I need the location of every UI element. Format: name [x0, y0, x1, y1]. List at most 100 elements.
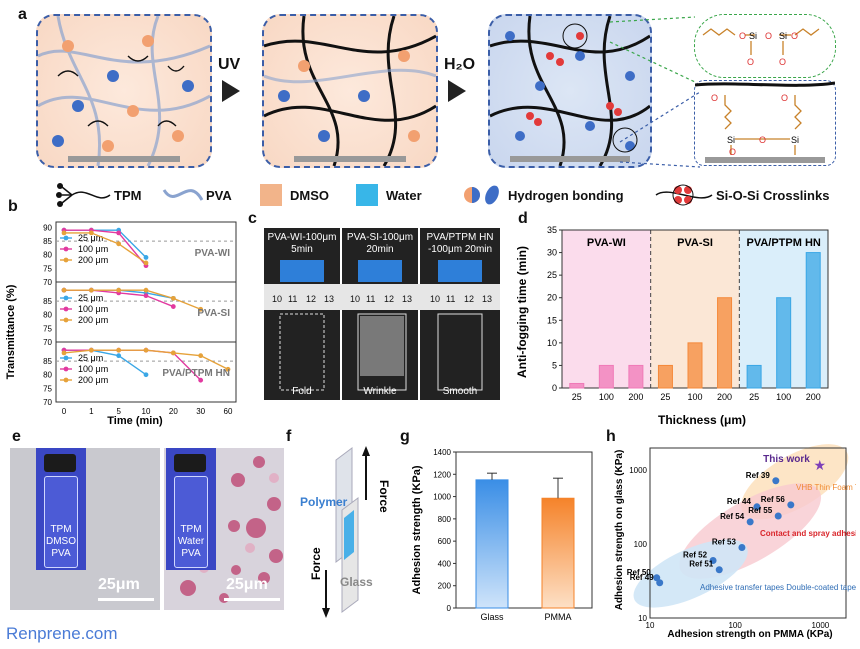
panel-label-e: e	[12, 428, 21, 445]
panel-label-f: f	[286, 428, 292, 445]
b-data-point	[170, 295, 176, 301]
siloxane-structure: O Si O Si O O O	[702, 28, 820, 67]
panel-label-b: b	[8, 198, 18, 215]
b-data-point	[143, 347, 149, 353]
d-bar	[687, 342, 703, 389]
b-legend-marker	[63, 317, 69, 323]
d-group-background	[562, 230, 651, 388]
siloxane-zoom-ellipse: O Si O Si O O O	[694, 14, 836, 78]
d-group-label: PVA-SI	[677, 237, 713, 249]
b-subplot-frame	[55, 341, 237, 403]
h-region-transfer	[633, 539, 748, 608]
atom-label: O	[729, 147, 736, 157]
scale-bar-1	[98, 598, 154, 601]
ruler-tick: 11	[446, 294, 455, 304]
b-legend-label: 100 μm	[78, 244, 108, 254]
b-x-axis-label: Time (min)	[107, 415, 163, 427]
b-subplot-tag: PVA/PTPM HN	[162, 368, 230, 379]
vial1-label-pva: PVA	[51, 548, 71, 559]
b-data-point	[143, 293, 149, 299]
d-group-label: PVA/PTPM HN	[746, 237, 820, 249]
lap-shear-schematic: Force Force Polymer Glass	[300, 446, 391, 618]
g-y-tick: 0	[447, 604, 452, 613]
b-data-point	[61, 287, 67, 293]
transmittance-chart: Transmittance (%) Time (min) 90 85 80 75 70 2…	[5, 221, 237, 427]
b-legend-marker	[63, 235, 69, 241]
d-y-axis-label: Anti-fogging time (min)	[515, 246, 529, 378]
ruler-tick: 12	[384, 294, 394, 304]
c-caption-fold: Fold	[292, 386, 311, 397]
b-data-point	[88, 347, 94, 353]
vial-dmso: TPM DMSO PVA	[36, 448, 86, 570]
scale-bar-label-1: 25μm	[98, 576, 140, 593]
g-y-tick: 200	[438, 582, 452, 591]
uv-network-drawing	[264, 16, 436, 166]
h-y-axis-label: Adhesion strength on glass (KPa)	[614, 450, 625, 611]
b-series-line	[64, 229, 147, 267]
scale-bar-label-2: 25μm	[226, 576, 268, 593]
watermark: Renprene.com	[6, 624, 118, 643]
d-bar	[569, 382, 585, 389]
atom-label: O	[765, 31, 772, 41]
ruler-tick: 12	[464, 294, 474, 304]
h-x-axis-label: Adhesion strength on PMMA (KPa)	[667, 629, 832, 640]
ruler-tick: 13	[482, 294, 492, 304]
b-data-point	[61, 230, 67, 236]
b-legend-label: 25 μm	[78, 233, 103, 243]
d-x-tick: 25	[749, 392, 759, 402]
d-x-tick: 100	[687, 392, 702, 402]
b-series-line	[64, 289, 201, 310]
network-box-water	[488, 14, 652, 168]
b-y-tick: 75	[43, 264, 52, 273]
h-data-point	[753, 503, 761, 511]
b-y-tick: 70	[43, 278, 52, 287]
b-y-tick: 80	[43, 371, 52, 380]
b-data-point	[143, 255, 149, 260]
b-x-tick: 20	[169, 407, 178, 416]
b-data-point	[198, 306, 204, 312]
d-y-tick: 35	[547, 225, 557, 235]
tpm-icon	[56, 183, 111, 207]
b-y-tick: 75	[43, 384, 52, 393]
vial1-label-dmso: DMSO	[46, 536, 76, 547]
d-y-tick: 5	[552, 360, 557, 370]
arrow-right-icon	[448, 80, 466, 102]
ruler-tick: 13	[402, 294, 412, 304]
d-y-tick: 20	[547, 293, 557, 303]
b-data-point	[61, 350, 67, 356]
h-x-tick: 1000	[811, 621, 829, 630]
anti-fogging-chart: Anti-fogging time (min) Thickness (μm) P…	[515, 225, 829, 427]
ruler-tick: 10	[350, 294, 360, 304]
star-icon: ★	[814, 457, 827, 473]
dmso-square-icon	[260, 184, 282, 206]
polymer-label: Polymer	[300, 495, 348, 509]
atom-label: O	[759, 135, 766, 145]
vial-cap-icon	[174, 454, 206, 472]
water-network-drawing	[490, 16, 650, 166]
hbond-icon	[464, 185, 499, 205]
d-x-tick: 25	[572, 392, 582, 402]
g-bar	[475, 479, 509, 609]
legend-label-hbond: Hydrogen bonding	[508, 188, 624, 203]
b-x-tick: 30	[196, 407, 205, 416]
ruler-tick: 11	[288, 294, 297, 304]
b-y-tick: 90	[43, 223, 52, 232]
glass-label: Glass	[340, 575, 373, 589]
b-y-axis-label: Transmittance (%)	[5, 284, 17, 379]
b-data-point	[170, 350, 176, 356]
b-data-point	[88, 230, 94, 236]
vial-cap-icon	[44, 454, 76, 472]
b-subplot-tag: PVA-WI	[195, 248, 231, 259]
h-point-label: Ref 56	[761, 495, 786, 504]
scale-bar-2	[224, 598, 280, 601]
panel-label-c: c	[248, 210, 257, 227]
b-data-point	[170, 304, 176, 309]
d-group-label: PVA-WI	[587, 237, 626, 249]
c-time-2: 20min	[366, 244, 393, 255]
h-data-point	[787, 501, 795, 509]
b-y-tick: 70	[43, 338, 52, 347]
c-time-1: 5min	[291, 244, 313, 255]
b-legend-marker	[63, 366, 69, 372]
g-plot-frame	[455, 451, 593, 609]
h-point-label: Ref 55	[748, 506, 773, 515]
